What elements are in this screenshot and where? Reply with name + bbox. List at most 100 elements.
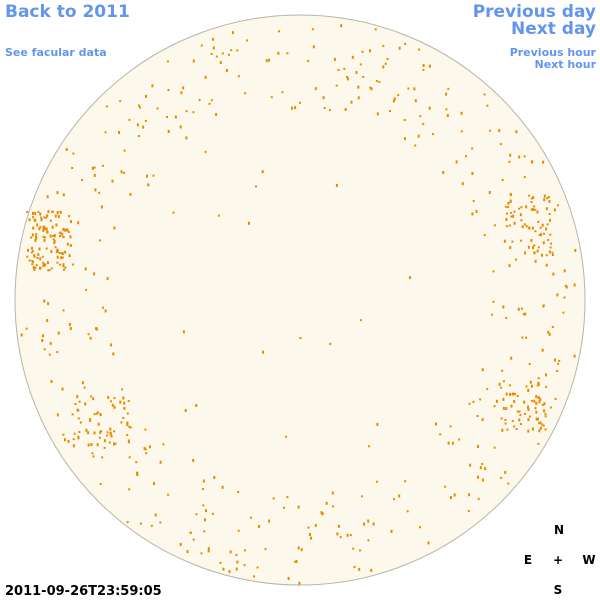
next-hour-link[interactable]: Next hour — [535, 58, 597, 71]
facula-dot — [120, 421, 123, 424]
facula-dot — [513, 425, 516, 428]
facula-dot — [167, 493, 170, 496]
facula-dot — [534, 407, 537, 410]
facula-dot — [28, 218, 31, 222]
facula-dot — [167, 130, 170, 133]
compass-east: E — [524, 553, 532, 567]
facula-dot — [545, 254, 548, 257]
facula-dot — [549, 218, 552, 222]
facula-dot — [31, 233, 34, 237]
facula-dot — [43, 238, 46, 242]
back-link[interactable]: Back to 2011 — [5, 2, 130, 22]
facula-dot — [465, 155, 467, 158]
facula-dot — [287, 577, 290, 580]
facula-dot — [408, 276, 411, 280]
facula-dot — [335, 84, 338, 87]
facula-dot — [61, 232, 64, 236]
facula-dot — [534, 208, 537, 211]
facula-dot — [527, 389, 530, 392]
facula-dot — [62, 433, 65, 436]
facula-dot — [374, 28, 377, 31]
facula-dot — [68, 254, 71, 258]
facula-dot — [43, 227, 46, 231]
facula-dot — [297, 546, 300, 550]
facula-dot — [109, 427, 112, 431]
facula-dot — [66, 242, 69, 246]
facula-dot — [493, 405, 496, 408]
facular-link[interactable]: See facular data — [5, 46, 107, 59]
facula-dot — [212, 37, 215, 41]
facula-dot — [357, 85, 360, 89]
facula-dot — [535, 401, 538, 405]
facula-dot — [532, 246, 534, 250]
facula-dot — [99, 430, 102, 434]
facula-dot — [91, 452, 94, 455]
facula-dot — [323, 106, 326, 109]
facula-dot — [520, 307, 523, 310]
facula-dot — [112, 352, 115, 356]
facula-dot — [46, 230, 49, 234]
facula-dot — [502, 397, 505, 401]
facula-dot — [101, 164, 104, 167]
facula-dot — [78, 431, 81, 433]
facula-dot — [297, 505, 300, 509]
facula-dot — [422, 122, 425, 125]
facula-dot — [128, 488, 131, 491]
facula-dot — [543, 402, 546, 406]
facula-dot — [39, 212, 42, 216]
facula-dot — [55, 223, 58, 227]
facula-dot — [414, 144, 417, 147]
facula-dot — [98, 191, 101, 194]
facula-dot — [186, 550, 189, 554]
facula-dot — [532, 196, 535, 199]
facula-dot — [103, 439, 106, 443]
facula-dot — [113, 226, 116, 230]
previous-hour-link[interactable]: Previous hour — [510, 46, 597, 59]
facula-dot — [527, 408, 530, 411]
facula-dot — [90, 443, 93, 446]
facula-dot — [511, 240, 514, 243]
facula-dot — [529, 380, 532, 384]
facula-dot — [268, 58, 271, 62]
facula-dot — [501, 428, 504, 432]
facula-dot — [370, 87, 373, 91]
facula-dot — [536, 210, 539, 214]
facula-dot — [398, 46, 401, 50]
facula-dot — [538, 429, 541, 433]
facula-dot — [523, 176, 526, 179]
facula-dot — [118, 131, 120, 134]
facula-dot — [58, 252, 61, 254]
facula-dot — [144, 448, 147, 451]
facula-dot — [35, 236, 38, 240]
facula-dot — [533, 205, 536, 208]
facula-dot — [119, 100, 122, 103]
facula-dot — [231, 31, 234, 35]
facula-dot — [511, 420, 514, 422]
facula-dot — [539, 421, 542, 425]
facula-dot — [30, 236, 33, 239]
facula-dot — [428, 106, 431, 110]
facula-dot — [333, 57, 336, 61]
next-day-link[interactable]: Next day — [511, 19, 596, 39]
facula-dot — [189, 531, 192, 534]
facula-dot — [56, 248, 59, 252]
facula-dot — [533, 251, 536, 254]
facula-dot — [369, 86, 372, 89]
facula-dot — [211, 512, 214, 515]
facula-dot — [548, 196, 550, 199]
facula-dot — [210, 99, 213, 102]
facula-dot — [513, 399, 516, 403]
facula-dot — [81, 179, 84, 181]
facula-dot — [359, 63, 362, 66]
facula-dot — [85, 288, 88, 291]
facula-dot — [349, 534, 352, 537]
facula-dot — [525, 225, 528, 228]
previous-day-link[interactable]: Previous day — [473, 2, 596, 22]
facula-dot — [483, 234, 486, 237]
facula-dot — [502, 407, 505, 410]
facula-dot — [551, 254, 554, 256]
facula-dot — [201, 488, 204, 491]
facula-dot — [504, 419, 507, 421]
facula-dot — [359, 549, 362, 552]
facula-dot — [143, 447, 146, 450]
